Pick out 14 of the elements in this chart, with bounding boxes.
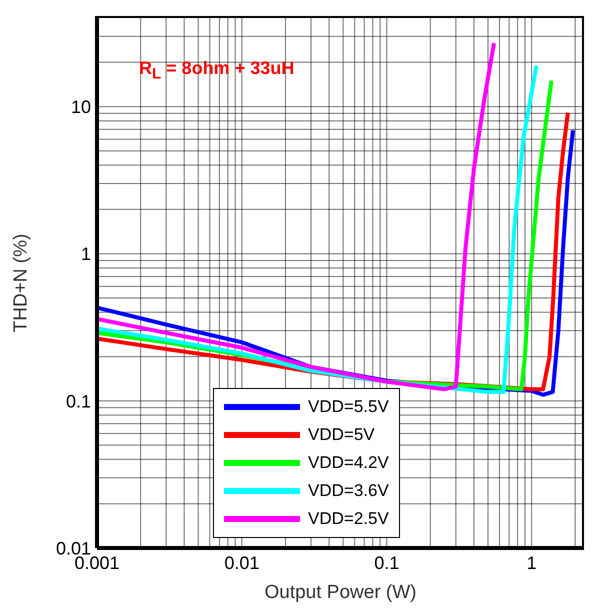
legend-label: VDD=4.2V	[308, 453, 389, 473]
y-tick-label: 0.1	[66, 391, 91, 412]
legend-label: VDD=2.5V	[308, 509, 389, 529]
x-tick-label: 0.1	[374, 552, 400, 573]
y-axis-title: THD+N (%)	[10, 234, 32, 332]
legend-label: VDD=5.5V	[308, 397, 389, 417]
legend-label: VDD=3.6V	[308, 481, 389, 501]
y-tick-label: 1	[80, 244, 91, 264]
legend-label: VDD=5V	[308, 425, 375, 445]
annotation: R$_{L}$ = 8ohm + 33uH	[139, 58, 294, 83]
x-tick-label: 1	[526, 552, 537, 573]
x-tick-label: 0.01	[224, 552, 260, 573]
y-tick-label: 10	[70, 96, 91, 117]
x-axis-title: Output Power (W)	[264, 582, 417, 603]
